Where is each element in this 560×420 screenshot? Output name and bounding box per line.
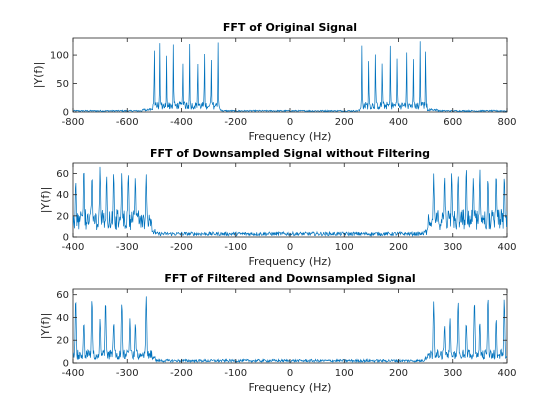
subplot-filtered-downsampled: FFT of Filtered and Downsampled Signal -…	[39, 272, 517, 394]
x-axis-label: Frequency (Hz)	[249, 381, 332, 394]
y-tick-label: 40	[56, 313, 69, 324]
axes-frame	[72, 37, 508, 113]
spectrum-line	[73, 166, 507, 237]
axes-frame	[72, 288, 508, 364]
tick-layer: -400 -300 -200 -100 0 100 200 300 400 0 20 40 60	[56, 163, 517, 253]
x-axis-label: Frequency (Hz)	[249, 130, 332, 143]
y-tick-label: 50	[56, 79, 69, 90]
x-tick-label: 0	[287, 117, 293, 128]
x-tick-label: 200	[389, 368, 408, 379]
x-tick-label: -200	[170, 368, 193, 379]
subplot-title: FFT of Original Signal	[223, 21, 357, 34]
x-tick-label: -200	[170, 242, 193, 253]
x-tick-label: 400	[497, 368, 516, 379]
y-tick-label: 60	[56, 290, 69, 301]
x-tick-label: -800	[62, 117, 85, 128]
subplot-title: FFT of Downsampled Signal without Filter…	[150, 147, 430, 160]
x-tick-label: 800	[497, 117, 516, 128]
y-tick-label: 100	[50, 51, 69, 62]
subplot-downsampled-unfiltered: FFT of Downsampled Signal without Filter…	[39, 147, 517, 268]
x-tick-label: -400	[170, 117, 193, 128]
y-tick-label: 20	[56, 211, 69, 222]
x-tick-label: -100	[224, 368, 247, 379]
x-tick-label: -400	[62, 368, 85, 379]
y-tick-label: 60	[56, 169, 69, 180]
y-tick-label: 0	[63, 359, 69, 370]
y-axis-label: |Y(f)|	[39, 313, 52, 340]
plot-area	[73, 166, 507, 237]
axes-frame	[72, 162, 508, 238]
x-tick-label: -300	[116, 242, 139, 253]
x-tick-label: 300	[443, 368, 462, 379]
subplot-title: FFT of Filtered and Downsampled Signal	[164, 272, 415, 285]
x-axis-label: Frequency (Hz)	[249, 255, 332, 268]
y-tick-label: 0	[63, 108, 69, 119]
x-tick-label: 0	[287, 368, 293, 379]
y-axis-label: |Y(f)|	[39, 187, 52, 214]
subplot-original: FFT of Original Signal -800 -600 -400 -200 0…	[32, 21, 517, 143]
x-tick-label: 300	[443, 242, 462, 253]
x-tick-label: 400	[497, 242, 516, 253]
x-tick-label: 200	[335, 117, 354, 128]
x-tick-label: 600	[443, 117, 462, 128]
y-tick-label: 40	[56, 190, 69, 201]
x-tick-label: 100	[335, 368, 354, 379]
x-tick-label: 100	[335, 242, 354, 253]
x-tick-label: -300	[116, 368, 139, 379]
tick-layer: -400 -300 -200 -100 0 100 200 300 400 0 20 40 60	[56, 289, 517, 379]
y-tick-label: 20	[56, 336, 69, 347]
x-tick-label: -600	[116, 117, 139, 128]
x-tick-label: -200	[224, 117, 247, 128]
x-tick-label: 0	[287, 242, 293, 253]
y-tick-label: 0	[63, 233, 69, 244]
x-tick-label: 400	[389, 117, 408, 128]
tick-layer: -800 -600 -400 -200 0 200 400 600 800 0 50 100	[50, 38, 517, 128]
x-tick-label: -100	[224, 242, 247, 253]
y-axis-label: |Y(f)|	[32, 62, 45, 89]
x-tick-label: 200	[389, 242, 408, 253]
x-tick-label: -400	[62, 242, 85, 253]
